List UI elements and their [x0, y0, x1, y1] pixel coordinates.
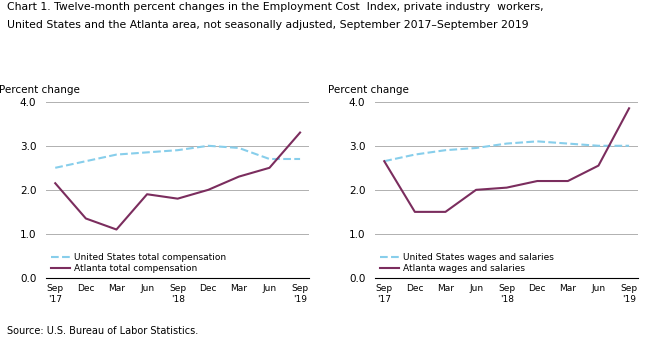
Atlanta wages and salaries [625, 106, 633, 111]
United States total compensation [266, 157, 274, 161]
Line: Atlanta wages and salaries: Atlanta wages and salaries [384, 108, 629, 212]
Atlanta wages and salaries [411, 210, 418, 214]
Atlanta total compensation [235, 175, 243, 179]
United States total compensation [235, 146, 243, 150]
United States total compensation [113, 153, 120, 157]
Atlanta total compensation [143, 192, 151, 196]
Legend: United States wages and salaries, Atlanta wages and salaries: United States wages and salaries, Atlant… [380, 253, 554, 274]
Text: Chart 1. Twelve-month percent changes in the Employment Cost  Index, private ind: Chart 1. Twelve-month percent changes in… [7, 2, 544, 12]
Text: Percent change: Percent change [328, 85, 409, 95]
Atlanta wages and salaries [564, 179, 572, 183]
United States wages and salaries [625, 144, 633, 148]
Atlanta wages and salaries [472, 188, 480, 192]
Line: United States total compensation: United States total compensation [55, 146, 300, 168]
United States total compensation [296, 157, 304, 161]
Atlanta wages and salaries [534, 179, 542, 183]
United States total compensation [174, 148, 182, 152]
United States total compensation [82, 159, 89, 163]
Atlanta total compensation [113, 227, 120, 232]
Line: United States wages and salaries: United States wages and salaries [384, 141, 629, 161]
Atlanta wages and salaries [503, 186, 511, 190]
United States total compensation [205, 144, 213, 148]
Text: Percent change: Percent change [0, 85, 80, 95]
Atlanta total compensation [82, 217, 89, 221]
Text: Source: U.S. Bureau of Labor Statistics.: Source: U.S. Bureau of Labor Statistics. [7, 326, 198, 336]
Text: United States and the Atlanta area, not seasonally adjusted, September 2017–Sept: United States and the Atlanta area, not … [7, 20, 528, 30]
Atlanta total compensation [205, 188, 213, 192]
United States wages and salaries [503, 142, 511, 146]
Legend: United States total compensation, Atlanta total compensation: United States total compensation, Atlant… [51, 253, 226, 274]
Atlanta total compensation [266, 166, 274, 170]
Atlanta wages and salaries [442, 210, 449, 214]
Atlanta total compensation [296, 131, 304, 135]
Atlanta total compensation [51, 181, 59, 185]
Line: Atlanta total compensation: Atlanta total compensation [55, 133, 300, 230]
United States wages and salaries [411, 153, 418, 157]
United States total compensation [51, 166, 59, 170]
United States wages and salaries [564, 142, 572, 146]
Atlanta wages and salaries [380, 159, 388, 163]
United States wages and salaries [442, 148, 449, 152]
Atlanta total compensation [174, 197, 182, 201]
United States total compensation [143, 151, 151, 155]
United States wages and salaries [595, 144, 603, 148]
United States wages and salaries [472, 146, 480, 150]
Atlanta wages and salaries [595, 164, 603, 168]
United States wages and salaries [380, 159, 388, 163]
United States wages and salaries [534, 139, 542, 143]
